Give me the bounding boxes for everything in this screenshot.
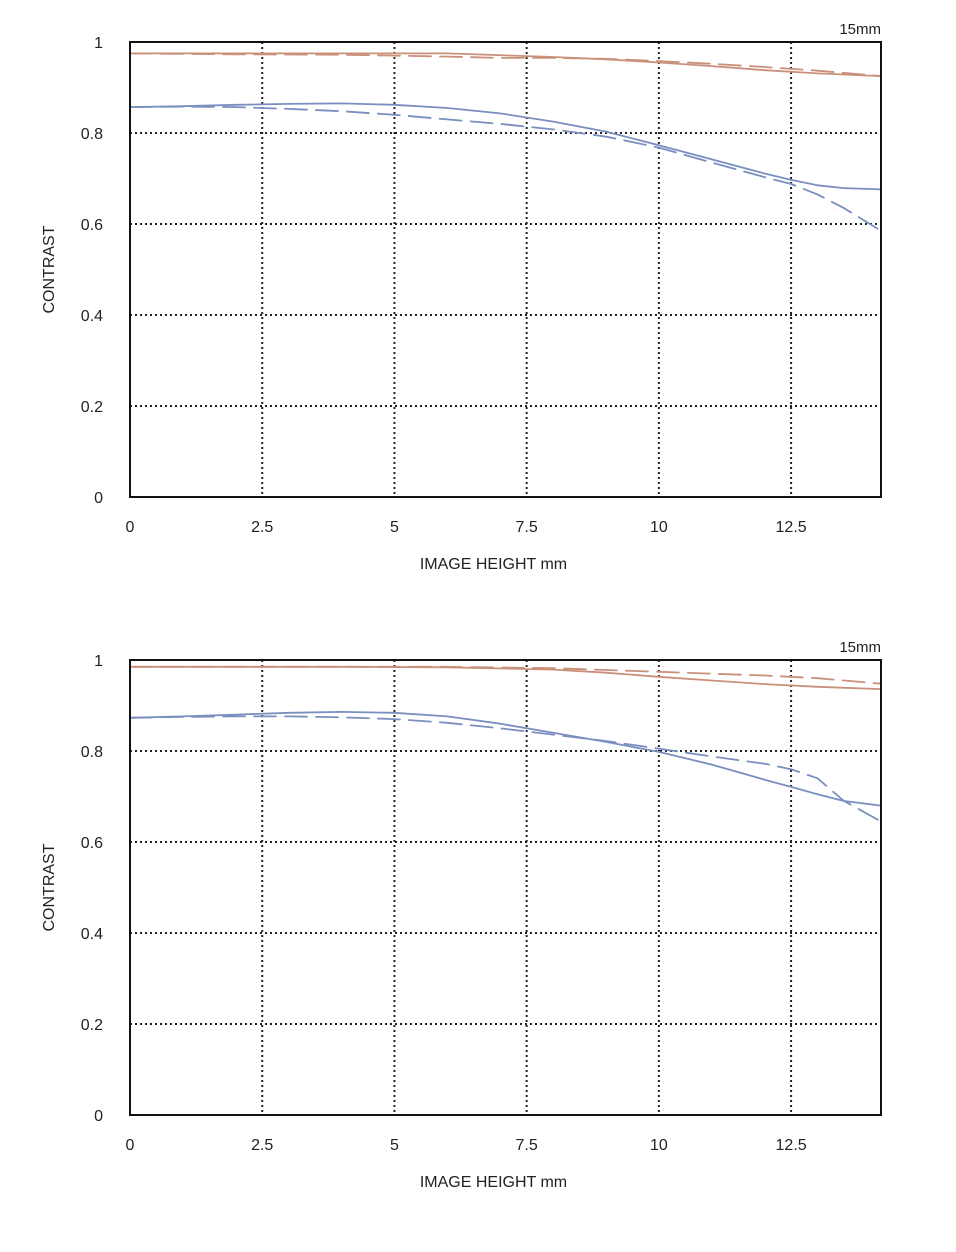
chart-2-y-tick-label: 1 bbox=[94, 653, 103, 670]
chart-2-series-3-solid bbox=[129, 711, 882, 807]
chart-1-y-tick-label: 0.4 bbox=[81, 308, 103, 325]
chart-1-x-tick-label: 10 bbox=[650, 519, 668, 536]
chart-1-y-tick-label: 0.2 bbox=[81, 399, 103, 416]
chart-2-y-tick-label: 0.6 bbox=[81, 835, 103, 852]
chart-1-series-2-dashed bbox=[129, 52, 882, 77]
chart-1-focal-length-label: 15mm bbox=[839, 21, 881, 38]
chart-2-x-tick-label: 10 bbox=[650, 1137, 668, 1154]
chart-1-x-tick-label: 12.5 bbox=[776, 519, 807, 536]
chart-1-plot-frame bbox=[129, 41, 882, 498]
chart-1-x-tick-label: 5 bbox=[390, 519, 399, 536]
chart-2-x-tick-label: 0 bbox=[126, 1137, 135, 1154]
chart-2-y-axis-title: CONTRAST bbox=[41, 843, 58, 931]
chart-1-x-axis-title: IMAGE HEIGHT mm bbox=[420, 556, 567, 573]
chart-1-x-tick-label: 7.5 bbox=[516, 519, 538, 536]
chart-2-x-tick-label: 7.5 bbox=[516, 1137, 538, 1154]
chart-1-y-tick-label: 0.8 bbox=[81, 126, 103, 143]
chart-2-y-tick-label: 0.2 bbox=[81, 1017, 103, 1034]
chart-1-y-tick-label: 0 bbox=[94, 490, 103, 507]
chart-2-x-tick-label: 12.5 bbox=[776, 1137, 807, 1154]
chart-1-series-4-dashed bbox=[129, 105, 882, 232]
chart-2-y-tick-label: 0.8 bbox=[81, 744, 103, 761]
chart-1-y-tick-label: 0.6 bbox=[81, 217, 103, 234]
chart-2-x-tick-label: 2.5 bbox=[251, 1137, 273, 1154]
chart-1-series-3-solid bbox=[129, 102, 882, 191]
chart-2-plot-frame bbox=[129, 659, 882, 1116]
chart-2-y-tick-label: 0.4 bbox=[81, 926, 103, 943]
chart-1-y-axis-title: CONTRAST bbox=[41, 225, 58, 313]
chart-2-y-tick-label: 0 bbox=[94, 1108, 103, 1125]
chart-2-x-tick-label: 5 bbox=[390, 1137, 399, 1154]
chart-1-x-tick-label: 2.5 bbox=[251, 519, 273, 536]
chart-2-series-4-dashed bbox=[129, 715, 882, 823]
chart-2-series-2-dashed bbox=[129, 665, 882, 685]
chart-1-series-1-solid bbox=[129, 52, 882, 77]
chart-1-x-tick-label: 0 bbox=[126, 519, 135, 536]
chart-2-focal-length-label: 15mm bbox=[839, 639, 881, 656]
chart-2-series-1-solid bbox=[129, 665, 882, 690]
chart-1-y-tick-label: 1 bbox=[94, 35, 103, 52]
chart-2-x-axis-title: IMAGE HEIGHT mm bbox=[420, 1174, 567, 1191]
